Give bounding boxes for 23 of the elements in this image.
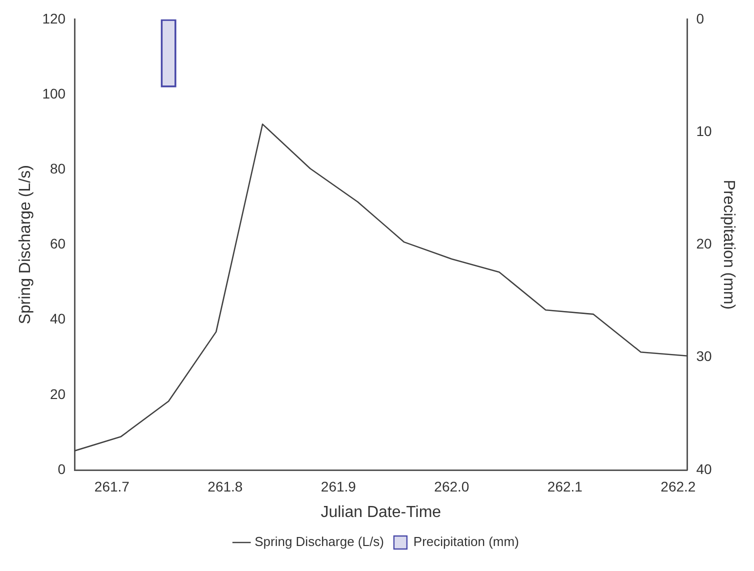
y2-tick-label: 30 (696, 348, 712, 364)
legend-label: Spring Discharge (L/s) (254, 534, 384, 550)
y2-tick-label: 10 (696, 122, 712, 139)
x-tick-label: 261.7 (94, 478, 130, 494)
x-tick-label: 261.9 (320, 478, 356, 494)
x-tick-label: 261.8 (208, 478, 243, 494)
y-tick-label: 100 (42, 85, 66, 102)
y-tick-label: 120 (42, 10, 66, 26)
y2-tick-label: 40 (696, 460, 712, 477)
y-axis-title: Spring Discharge (L/s) (17, 165, 34, 324)
y-tick-label: 80 (50, 160, 66, 176)
y-tick-label: 60 (50, 236, 66, 252)
y-tick-label: 20 (50, 386, 66, 402)
y2-tick-label: 0 (696, 10, 704, 26)
y2-tick-label: 20 (696, 236, 712, 252)
y-tick-label: 0 (58, 460, 66, 477)
x-tick-label: 262.2 (660, 478, 696, 494)
x-axis-title: Julian Date-Time (320, 504, 442, 521)
y2-axis-title: Precipitation (mm) (720, 180, 737, 310)
x-tick-label: 262.1 (547, 478, 583, 494)
legend-label: Precipitation (mm) (413, 534, 519, 550)
x-tick-label: 262.0 (434, 478, 470, 494)
y-tick-label: 40 (50, 310, 66, 327)
